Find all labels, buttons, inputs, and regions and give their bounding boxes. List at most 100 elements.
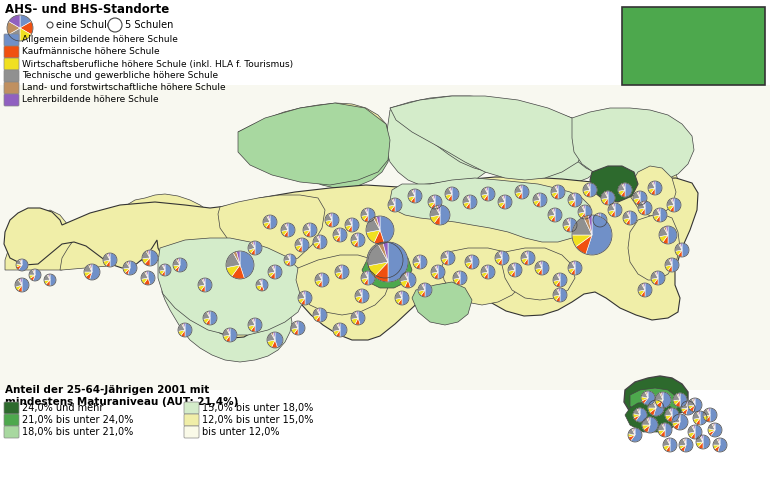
Wedge shape [367, 271, 368, 278]
Wedge shape [575, 193, 582, 207]
Wedge shape [628, 435, 635, 441]
Wedge shape [338, 228, 340, 235]
Wedge shape [465, 256, 472, 264]
Wedge shape [357, 233, 358, 240]
Wedge shape [568, 268, 575, 274]
Wedge shape [20, 22, 33, 35]
Text: Land- und forstwirtschaftliche höhere Schule: Land- und forstwirtschaftliche höhere Sc… [22, 84, 226, 93]
Wedge shape [320, 273, 322, 280]
Wedge shape [313, 242, 320, 248]
Wedge shape [202, 278, 205, 285]
Wedge shape [538, 193, 540, 200]
Wedge shape [291, 322, 298, 329]
Wedge shape [703, 409, 710, 416]
Wedge shape [21, 259, 22, 265]
Wedge shape [298, 321, 305, 335]
Polygon shape [390, 96, 565, 173]
Wedge shape [526, 251, 528, 258]
Wedge shape [654, 278, 658, 285]
Wedge shape [638, 290, 645, 296]
Wedge shape [661, 423, 665, 430]
Wedge shape [538, 268, 542, 275]
Wedge shape [672, 415, 680, 423]
Wedge shape [420, 255, 427, 269]
Wedge shape [441, 258, 448, 264]
Wedge shape [687, 401, 688, 408]
Wedge shape [633, 198, 640, 204]
Polygon shape [5, 210, 72, 270]
Wedge shape [306, 230, 310, 237]
Wedge shape [418, 284, 425, 291]
Wedge shape [642, 425, 650, 430]
Wedge shape [355, 233, 358, 240]
Wedge shape [630, 211, 637, 225]
Wedge shape [667, 199, 674, 206]
Polygon shape [390, 178, 592, 242]
Text: 18,0% bis unter 21,0%: 18,0% bis unter 21,0% [22, 427, 133, 437]
Wedge shape [484, 187, 488, 194]
Wedge shape [141, 272, 148, 279]
Wedge shape [554, 208, 555, 215]
Wedge shape [411, 196, 415, 203]
Wedge shape [698, 411, 700, 418]
Wedge shape [267, 340, 275, 347]
Wedge shape [663, 445, 670, 451]
Wedge shape [573, 193, 575, 200]
Wedge shape [333, 330, 340, 336]
Wedge shape [351, 240, 358, 246]
Wedge shape [694, 398, 695, 405]
Text: Kaufmännische höhere Schule: Kaufmännische höhere Schule [22, 48, 159, 57]
Wedge shape [434, 265, 438, 272]
Wedge shape [663, 439, 670, 446]
Wedge shape [181, 330, 185, 337]
Wedge shape [185, 323, 192, 337]
Wedge shape [593, 220, 600, 226]
Wedge shape [633, 192, 640, 199]
Text: bis unter 12,0%: bis unter 12,0% [202, 427, 280, 437]
Wedge shape [553, 274, 560, 281]
Polygon shape [360, 208, 462, 292]
Wedge shape [408, 272, 416, 288]
Wedge shape [362, 289, 369, 303]
Wedge shape [663, 423, 665, 430]
Wedge shape [365, 208, 368, 215]
Wedge shape [693, 412, 700, 420]
Polygon shape [217, 210, 325, 292]
Wedge shape [484, 194, 488, 201]
Wedge shape [374, 230, 384, 244]
Wedge shape [717, 438, 720, 445]
Wedge shape [637, 408, 640, 415]
Wedge shape [576, 235, 592, 254]
Wedge shape [380, 242, 385, 260]
Wedge shape [430, 206, 440, 217]
Wedge shape [481, 194, 488, 200]
Wedge shape [364, 278, 368, 285]
Wedge shape [641, 396, 648, 401]
Wedge shape [626, 218, 630, 225]
Wedge shape [345, 225, 352, 231]
Wedge shape [49, 274, 50, 280]
Wedge shape [453, 278, 460, 284]
Wedge shape [349, 218, 352, 225]
Wedge shape [655, 393, 663, 400]
Wedge shape [638, 208, 645, 214]
Wedge shape [665, 415, 672, 420]
Wedge shape [255, 318, 262, 332]
Wedge shape [284, 260, 290, 265]
Polygon shape [238, 103, 390, 172]
Wedge shape [700, 411, 707, 425]
Wedge shape [573, 261, 575, 268]
Wedge shape [645, 391, 648, 398]
Polygon shape [432, 240, 472, 274]
Wedge shape [284, 230, 288, 237]
Wedge shape [272, 265, 275, 272]
Wedge shape [570, 218, 577, 232]
Wedge shape [681, 402, 688, 409]
Wedge shape [680, 243, 682, 250]
Wedge shape [658, 424, 665, 431]
Wedge shape [677, 393, 680, 400]
Wedge shape [333, 229, 340, 236]
Wedge shape [665, 409, 672, 415]
Wedge shape [571, 261, 575, 268]
Wedge shape [306, 223, 310, 230]
